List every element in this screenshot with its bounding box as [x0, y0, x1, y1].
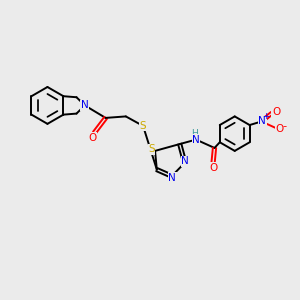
- Text: N: N: [192, 135, 200, 145]
- Text: O: O: [89, 133, 97, 142]
- Text: N: N: [168, 172, 176, 183]
- Text: S: S: [140, 121, 146, 131]
- Text: N: N: [182, 156, 189, 166]
- Text: N: N: [258, 116, 266, 127]
- Text: O: O: [272, 107, 280, 117]
- Text: +: +: [262, 112, 269, 121]
- Text: S: S: [148, 144, 155, 154]
- Text: -: -: [283, 121, 287, 130]
- Text: O: O: [276, 124, 284, 134]
- Text: H: H: [191, 129, 198, 138]
- Text: N: N: [81, 100, 89, 110]
- Text: O: O: [209, 163, 217, 172]
